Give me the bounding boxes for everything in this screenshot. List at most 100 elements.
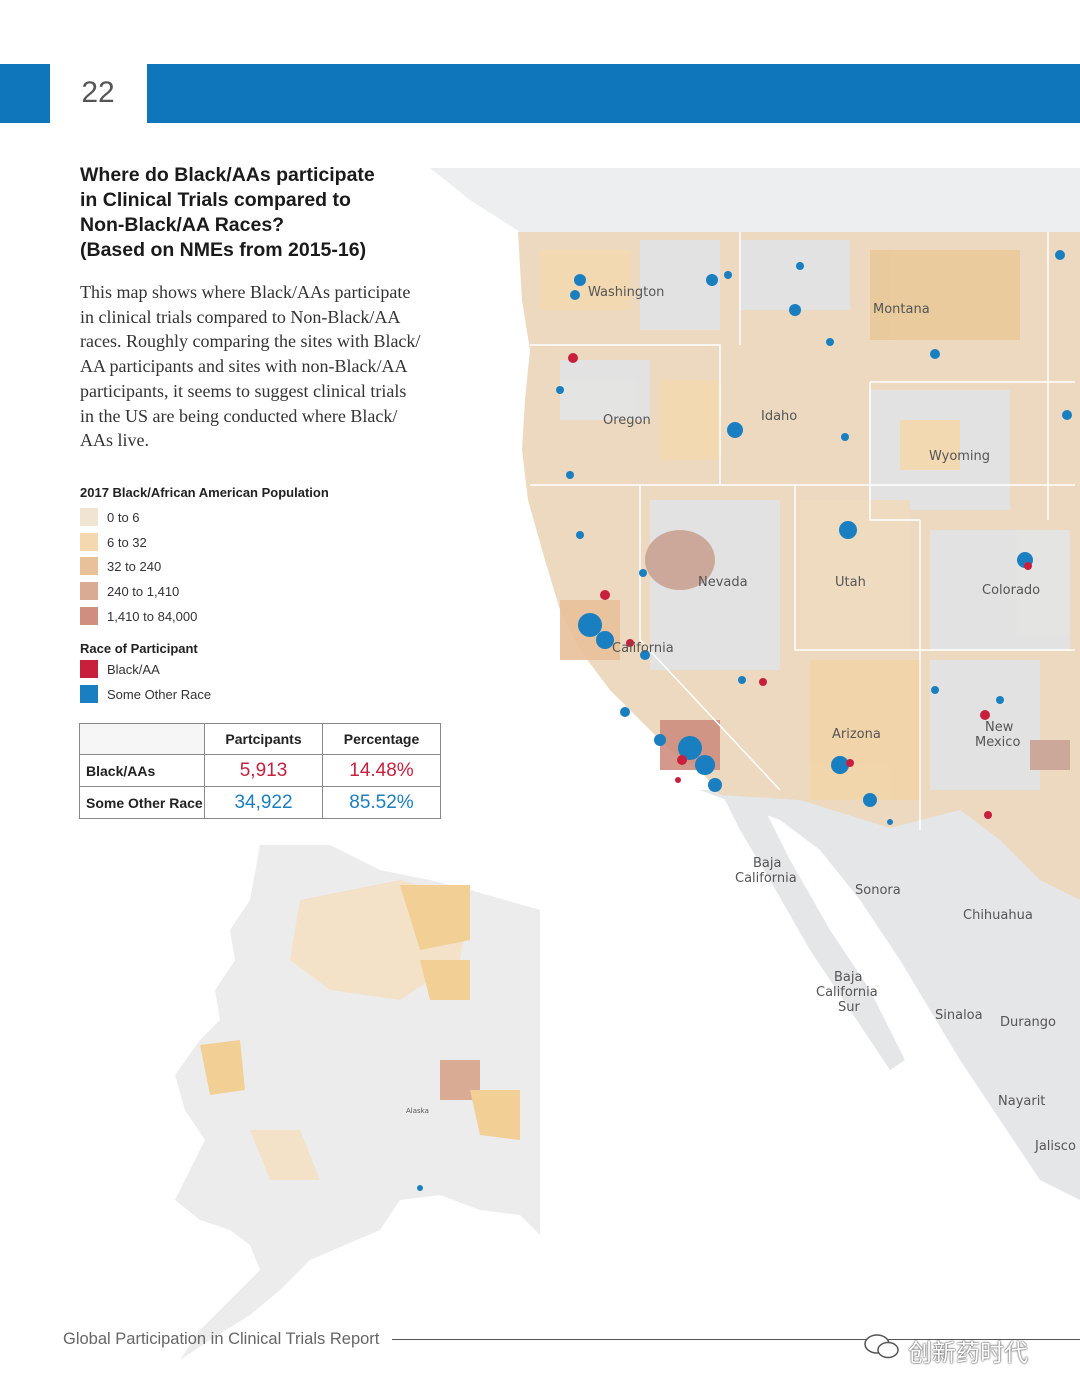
description-line: AA participants and sites with non-Black… [80,356,408,377]
table-row: Black/AAs 5,913 14.48% [79,754,441,787]
label-sonora: Sonora [855,883,901,898]
label-sinaloa: Sinaloa [935,1008,983,1023]
title-line: in Clinical Trials compared to [80,189,351,211]
description-line: in the US are being conducted where Blac… [80,405,398,426]
legend-label: 32 to 240 [107,558,162,574]
label-chihuahua: Chihuahua [963,908,1033,923]
race-legend-item: Some Other Race [80,685,211,703]
label-baja-1: Baja [753,856,781,871]
race-legend-title: Race of Participant [80,641,198,656]
mexico-land [700,790,1080,1200]
label-jalisco: Jalisco [1034,1139,1076,1154]
page-title: Where do Black/AAs participate in Clinic… [80,163,420,263]
county-patch [645,530,715,590]
label-baja-2: California [735,871,797,886]
table-row: Some Other Race 34,922 85.52% [79,786,441,819]
participants-value: 34,922 [204,786,323,819]
population-legend-item: 240 to 1,410 [80,582,179,600]
race-legend-item: Black/AA [80,660,160,678]
population-legend-item: 0 to 6 [80,508,140,526]
county-patch [560,360,650,420]
county-patch [740,240,850,310]
population-legend-item: 1,410 to 84,000 [80,607,197,625]
label-baja-sur-2: California [816,985,878,1000]
table-header-cell: Partcipants [204,723,323,755]
legend-label: 0 to 6 [107,509,140,525]
county-patch [810,660,920,800]
population-legend-item: 6 to 32 [80,533,147,551]
title-line: (Based on NMEs from 2015-16) [80,239,367,261]
participants-table: Partcipants Percentage Black/AAs 5,913 1… [79,723,441,819]
label-new-mexico-1: New [985,720,1014,735]
title-line: Where do Black/AAs participate [80,164,375,186]
wechat-icon [864,1334,899,1359]
label-washington: Washington [588,285,664,300]
county-patch [930,530,1070,650]
population-legend-item: 32 to 240 [80,557,161,575]
legend-label: Some Other Race [107,686,212,702]
table-header-cell: Percentage [322,723,441,755]
page-number: 22 [81,76,115,109]
label-wyoming: Wyoming [929,449,990,464]
label-montana: Montana [873,302,930,317]
label-arizona: Arizona [832,727,881,742]
alaska-orange [420,960,470,1000]
legend-label: 6 to 32 [107,534,147,550]
alaska-orange [470,1090,520,1140]
row-label: Black/AAs [79,754,205,787]
legend-label: 240 to 1,410 [107,583,180,599]
label-baja-sur-3: Sur [838,1000,860,1015]
description-line: This map shows where Black/AAs participa… [80,282,411,302]
header-bar-right [147,64,1080,123]
label-california: California [612,641,674,656]
alaska-orange [400,885,470,950]
footer-report-title: Global Participation in Clinical Trials … [63,1330,380,1348]
county-patch [660,380,720,460]
title-line: Non-Black/AA Races? [80,214,285,236]
label-alaska: Alaska [406,1107,429,1115]
county-patch [1030,740,1070,770]
table-header-row: Partcipants Percentage [79,723,441,755]
description: This map shows where Black/AAs participa… [80,280,450,453]
header-bar-left [0,64,50,123]
table-header-cell [79,723,205,755]
label-colorado: Colorado [982,583,1040,598]
label-durango: Durango [1000,1015,1056,1030]
alaska-orange [200,1040,245,1095]
county-patch [870,250,1020,340]
legend-swatch [80,607,98,625]
baja-peninsula [720,790,905,1070]
legend-swatch [80,660,98,678]
label-baja-sur-1: Baja [834,970,862,985]
label-new-mexico-2: Mexico [975,735,1020,750]
legend-label: 1,410 to 84,000 [107,608,198,624]
footer-rule [392,1339,1080,1340]
legend-label: Black/AA [107,661,160,677]
alaska-orange [250,1130,320,1180]
legend-swatch [80,557,98,575]
county-patch [640,240,720,330]
legend-swatch [80,582,98,600]
row-label: Some Other Race [79,786,205,819]
county-patch [930,660,1040,790]
population-legend-title: 2017 Black/African American Population [80,485,329,500]
label-idaho: Idaho [761,409,797,424]
description-line: races. Roughly comparing the sites with … [80,331,421,352]
legend-swatch [80,508,98,526]
watermark-text: 创新药时代 [908,1339,1028,1367]
county-patch [900,420,960,470]
label-nayarit: Nayarit [998,1094,1045,1109]
percentage-value: 14.48% [322,754,441,787]
label-utah: Utah [835,575,866,590]
description-line: in clinical trials compared to Non-Black… [80,306,401,327]
participants-value: 5,913 [204,754,323,787]
legend-swatch [80,685,98,703]
label-oregon: Oregon [603,413,651,428]
label-nevada: Nevada [698,575,748,590]
description-line: AAs live. [80,430,149,451]
canada-land [430,168,1080,232]
description-line: participants, it seems to suggest clinic… [80,380,407,401]
legend-swatch [80,533,98,551]
percentage-value: 85.52% [322,786,441,819]
